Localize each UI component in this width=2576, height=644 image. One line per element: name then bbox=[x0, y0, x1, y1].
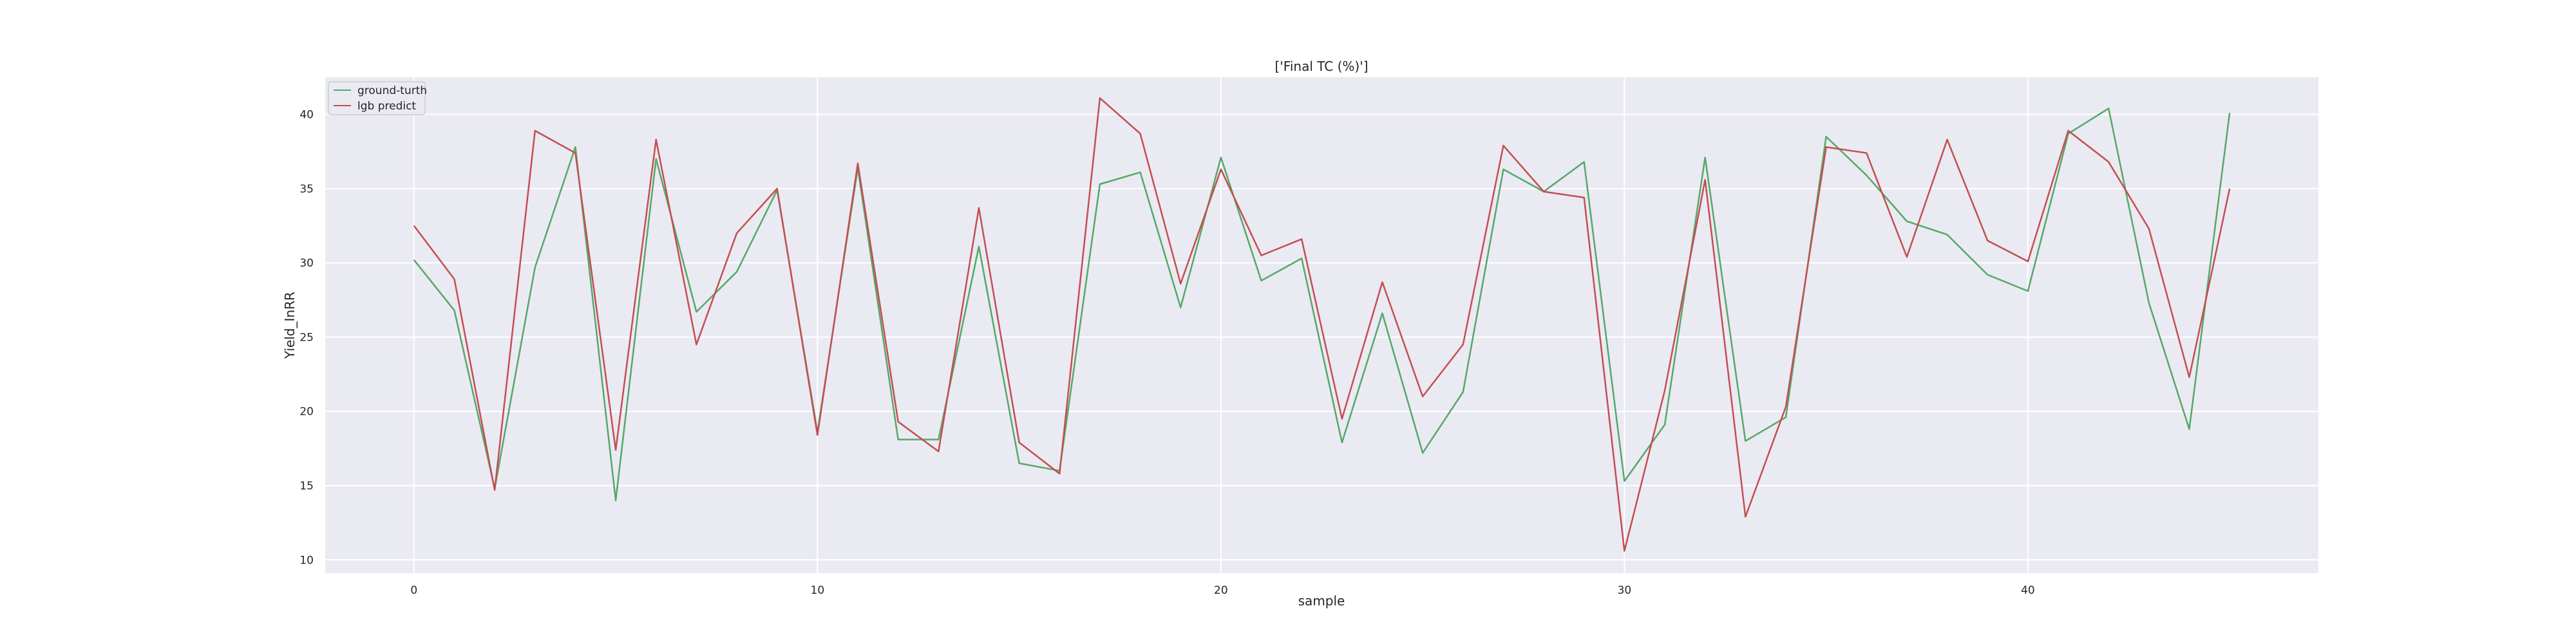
legend-label-lgb-predict: lgb predict bbox=[357, 100, 416, 113]
y-axis-label: Yield_InRR bbox=[282, 292, 298, 359]
x-axis-label: sample bbox=[1298, 593, 1345, 609]
legend: ground-turth lgb predict bbox=[328, 81, 427, 115]
x-tick-label: 20 bbox=[1214, 584, 1228, 597]
series-lines bbox=[413, 97, 2231, 552]
legend-label-ground-turth: ground-turth bbox=[357, 84, 427, 97]
x-tick-label: 0 bbox=[410, 584, 417, 597]
y-tick-label: 15 bbox=[299, 480, 314, 493]
y-tick-label: 40 bbox=[299, 109, 314, 122]
y-tick-label: 20 bbox=[299, 406, 314, 419]
legend-frame bbox=[328, 81, 426, 115]
x-tick-label: 10 bbox=[811, 584, 825, 597]
plot-area bbox=[325, 77, 2318, 573]
series-line-lgb-predict bbox=[413, 97, 2231, 552]
tick-labels: 0 10 20 30 40 10 15 20 25 30 35 40 bbox=[299, 109, 2034, 597]
chart-title: ['Final TC (%)'] bbox=[1274, 59, 1368, 74]
grid-lines bbox=[325, 77, 2318, 573]
x-tick-label: 30 bbox=[1618, 584, 1632, 597]
y-tick-label: 25 bbox=[299, 331, 314, 344]
y-tick-label: 30 bbox=[299, 257, 314, 270]
y-tick-label: 35 bbox=[299, 183, 314, 196]
y-tick-label: 10 bbox=[299, 554, 314, 567]
series-line-ground-turth bbox=[413, 108, 2231, 502]
x-tick-label: 40 bbox=[2021, 584, 2035, 597]
